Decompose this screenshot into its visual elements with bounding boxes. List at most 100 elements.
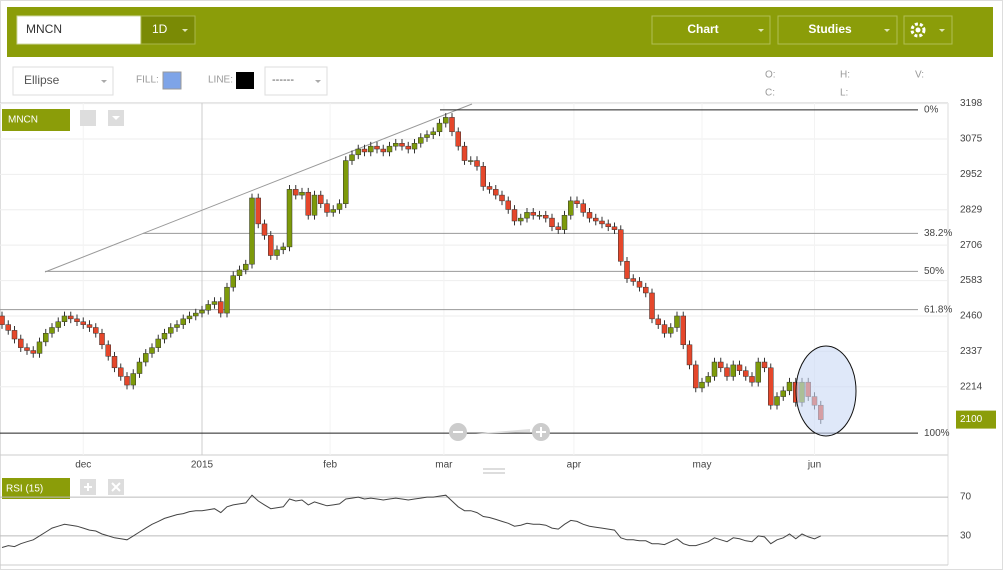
candle-body (530, 212, 536, 216)
candle-body (99, 333, 105, 346)
candle-body (405, 145, 411, 150)
tool-dropdown[interactable] (12, 66, 114, 96)
collapse-icon (112, 116, 120, 120)
candle-body (124, 376, 130, 386)
candle-body (186, 315, 193, 320)
candle-body (593, 217, 599, 222)
candle-body (243, 263, 249, 271)
line-label: LINE: (208, 75, 233, 86)
candle-body (193, 312, 199, 317)
candle-body (599, 220, 605, 225)
chart-button-text: Chart (687, 22, 718, 36)
zoom-in-icon (536, 427, 546, 437)
candle-body (761, 361, 768, 369)
candle-body (343, 160, 349, 204)
x-tick-label: mar (435, 460, 453, 471)
candle-body (561, 214, 568, 230)
candle-body (330, 209, 336, 213)
candle-body (380, 148, 386, 153)
y-tick-label: 2583 (960, 275, 983, 286)
candle-body (205, 304, 211, 311)
candle-body (705, 376, 711, 383)
candle-body (443, 117, 449, 124)
candle-body (280, 246, 286, 251)
candle-body (518, 217, 524, 222)
trend-line[interactable] (44, 103, 473, 273)
symbol-input[interactable] (16, 15, 142, 45)
candle-body (693, 364, 699, 389)
candle-body (468, 160, 474, 162)
candle-body (224, 286, 230, 314)
candle-body (493, 189, 499, 196)
zoom-slider[interactable] (470, 429, 530, 434)
x-tick-label: dec (75, 460, 91, 471)
fib-label: 50% (924, 266, 944, 277)
candle-body (680, 315, 686, 346)
candle-body (499, 194, 505, 202)
settings-button[interactable] (903, 15, 953, 45)
candle-body (449, 117, 455, 133)
candle-body (486, 186, 493, 190)
candle-body (36, 341, 43, 354)
line-swatch[interactable] (236, 72, 254, 89)
x-tick-label: apr (567, 460, 582, 471)
candle-body (0, 315, 5, 325)
candle-body (55, 321, 61, 328)
candle-body (43, 333, 49, 343)
rsi-line (1, 494, 822, 548)
candle-body (68, 315, 74, 320)
candle-body (286, 189, 293, 248)
candle-body (174, 324, 180, 328)
dropdown-arrow (182, 29, 188, 32)
candle-body (324, 203, 330, 213)
studies-button[interactable] (777, 15, 898, 45)
candle-body (86, 324, 93, 328)
candle-body (218, 301, 224, 314)
gear-icon (915, 27, 921, 33)
fill-swatch[interactable] (162, 71, 182, 90)
chart-button[interactable] (651, 15, 771, 45)
candle-body (605, 223, 611, 228)
candle-body (411, 143, 418, 150)
candle-body (311, 194, 318, 216)
expand-button[interactable] (80, 110, 96, 126)
candle-body (511, 209, 518, 222)
chart-tag-text: MNCN (8, 115, 38, 126)
candle-body (549, 217, 555, 228)
candle-body (61, 315, 68, 322)
fib-label: 0% (924, 105, 939, 116)
ellipse-drawing[interactable] (795, 345, 857, 437)
candle-body (474, 160, 480, 167)
candle-body (80, 321, 86, 325)
candle-body (136, 361, 143, 374)
candle-body (30, 350, 36, 354)
candle-body (230, 275, 236, 288)
candle-body (418, 137, 424, 144)
panel-splitter[interactable] (483, 468, 505, 474)
candle-body (455, 131, 461, 147)
candle-body (199, 309, 205, 314)
candle-body (674, 315, 680, 328)
study-tag (2, 478, 70, 499)
dropdown-arrow (315, 80, 321, 83)
y-tick-label: 2829 (960, 204, 983, 215)
candle-body (630, 278, 636, 282)
candle-body (724, 367, 730, 377)
x-tick-label: jun (807, 460, 821, 471)
x-tick-label: 2015 (191, 460, 214, 471)
candle-body (524, 212, 530, 219)
y-tick-label: 3075 (960, 134, 983, 145)
candle-body (624, 261, 630, 279)
candle-body (718, 361, 724, 369)
y-tick-label: 30 (960, 531, 972, 542)
candle-body (368, 145, 374, 153)
y-tick-label: 2706 (960, 240, 983, 251)
candle-body (736, 364, 743, 371)
candle-body (686, 344, 693, 366)
candle-body (643, 286, 649, 294)
close-icon (111, 482, 121, 492)
y-tick-label: 2460 (960, 311, 983, 322)
last-price-text: 2100 (960, 414, 983, 425)
